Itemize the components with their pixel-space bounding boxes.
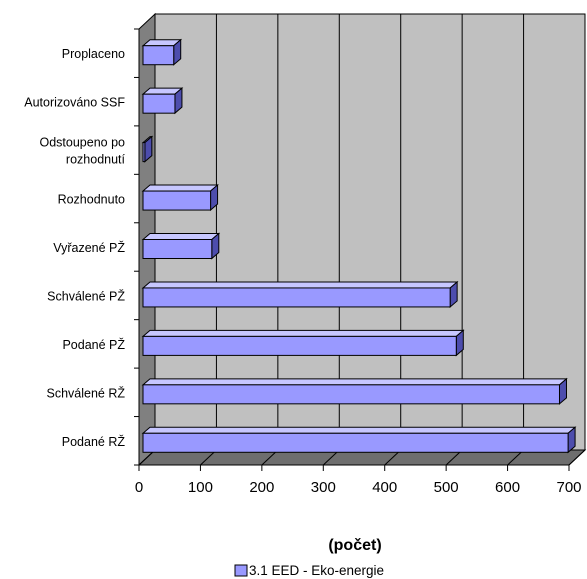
bar-front [142, 93, 176, 114]
category-label: Schválené RŽ [46, 385, 125, 400]
bar [141, 183, 219, 212]
category-label: Podané PŽ [62, 337, 125, 352]
x-tick-label: 400 [372, 479, 397, 496]
category-label: Autorizováno SSF [24, 96, 125, 110]
x-tick-label: 700 [556, 479, 581, 496]
bar-front [142, 335, 457, 356]
category-label: rozhodnutí [66, 153, 126, 167]
x-axis-label: (počet) [328, 537, 381, 554]
bar [141, 232, 221, 260]
x-tick-label: 500 [434, 479, 459, 496]
bar [141, 329, 465, 357]
legend: 3.1 EED - Eko-energie [234, 563, 384, 578]
bar-front [142, 142, 146, 163]
bar [141, 280, 459, 309]
category-label: Vyřazené PŽ [53, 240, 125, 255]
category-label: Podané RŽ [62, 434, 126, 449]
legend-entry: 3.1 EED - Eko-energie [249, 563, 384, 578]
bar [141, 426, 577, 454]
bar-front [142, 239, 213, 259]
bar-front [142, 287, 451, 308]
bar-top [141, 378, 568, 386]
axis-ticks [134, 28, 570, 471]
x-tick-label: 600 [495, 479, 520, 496]
bar-front [142, 384, 560, 405]
category-label: Rozhodnuto [58, 193, 125, 207]
bar-top [141, 329, 465, 337]
bar [141, 87, 184, 115]
bar [141, 135, 154, 163]
floor-gridline [568, 449, 586, 466]
bar-front [142, 432, 569, 453]
x-tick-label: 200 [249, 479, 274, 496]
bars [141, 38, 577, 454]
bar-top [141, 281, 459, 289]
bar-top [141, 426, 577, 434]
category-labels: Proplaceno Autorizováno SSF Odstoupeno po r… [24, 47, 125, 449]
bar [141, 377, 568, 405]
x-tick-label: 0 [135, 479, 143, 496]
x-tick-label: 100 [188, 479, 213, 496]
category-label: Proplaceno [62, 47, 125, 61]
category-label: Schválené PŽ [47, 288, 125, 303]
x-tick-labels: 0 100 200 300 400 500 600 700 [135, 479, 582, 496]
x-tick-label: 300 [311, 479, 336, 496]
bar-top [141, 233, 221, 240]
legend-swatch [234, 564, 248, 577]
bar-front [142, 190, 212, 211]
bar [141, 38, 183, 66]
category-label: Odstoupeno po [40, 136, 126, 150]
bar-top [141, 184, 219, 192]
bar-front [142, 45, 175, 66]
